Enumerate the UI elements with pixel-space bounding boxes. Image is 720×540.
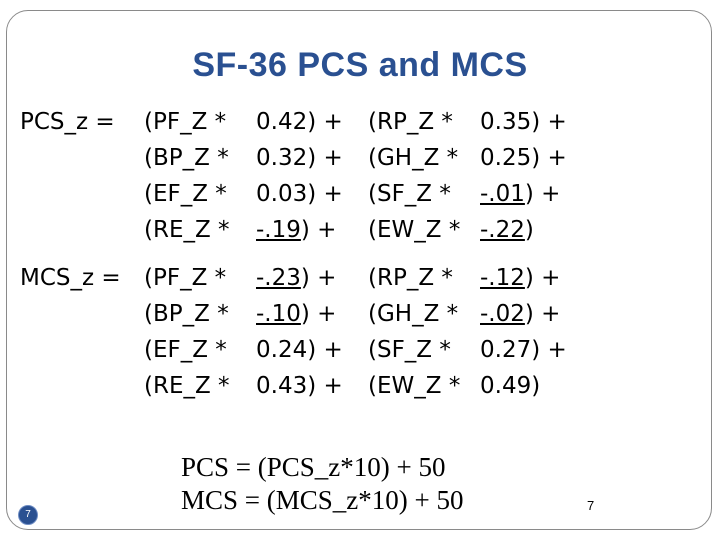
slide-number-badge: 7 (18, 505, 38, 525)
term-suffix: ) + (531, 337, 567, 363)
weight-group: 0.35) + (480, 108, 567, 136)
weight-value: -.12 (480, 265, 525, 291)
weight-value: 0.32 (256, 145, 308, 171)
term-scale: (GH_Z * (368, 145, 459, 171)
term-suffix: ) + (307, 373, 343, 399)
weight-group: -.12) + (480, 264, 560, 292)
term-suffix: ) + (307, 145, 343, 171)
term-scale: (PF_Z * (144, 265, 227, 291)
term-scale: (EF_Z * (144, 181, 227, 207)
weight-value: -.02 (480, 301, 525, 327)
weight-value: 0.27 (480, 337, 532, 363)
mcs-z-label: MCS_z = (20, 265, 121, 291)
weight-value: 0.35 (480, 109, 532, 135)
weight-value: 0.43 (256, 373, 308, 399)
term-scale: (RE_Z * (144, 217, 230, 243)
weight-value: 0.03 (256, 181, 308, 207)
weight-group: 0.27) + (480, 336, 567, 364)
weight-group: -.23) + (256, 264, 336, 292)
term-scale: (GH_Z * (368, 301, 459, 327)
weight-value: -.10 (256, 301, 301, 327)
page-number: 7 (587, 498, 595, 513)
term-suffix: ) + (531, 145, 567, 171)
weight-group: -.01) + (480, 180, 560, 208)
term-scale: (SF_Z * (368, 337, 451, 363)
pcs-formula: PCS = (PCS_z*10) + 50 (181, 452, 446, 482)
term-scale: (EW_Z * (368, 217, 461, 243)
term-scale: (RP_Z * (368, 265, 453, 291)
term-suffix: ) + (524, 301, 561, 327)
weight-value: -.01 (480, 181, 525, 207)
term-scale: (BP_Z * (144, 145, 229, 171)
weight-group: 0.24) + (256, 336, 343, 364)
weight-group: 0.25) + (480, 144, 567, 172)
term-suffix: ) + (531, 109, 567, 135)
weight-group: 0.49) (480, 372, 540, 400)
term-suffix: ) (531, 373, 541, 399)
slide-frame (6, 10, 712, 530)
term-scale: (RP_Z * (368, 109, 453, 135)
weight-value: 0.24 (256, 337, 308, 363)
pcs-z-label: PCS_z = (20, 109, 115, 135)
weight-value: -.22 (480, 217, 525, 243)
term-suffix: ) + (300, 301, 337, 327)
term-suffix: ) + (307, 109, 343, 135)
weight-value: 0.42 (256, 109, 308, 135)
term-suffix: ) + (524, 181, 561, 207)
term-scale: (BP_Z * (144, 301, 229, 327)
slide-title: SF-36 PCS and MCS (192, 46, 528, 84)
weight-group: -.19) + (256, 216, 336, 244)
weight-group: -.22) (480, 216, 534, 244)
weight-group: 0.03) + (256, 180, 343, 208)
weight-group: 0.43) + (256, 372, 343, 400)
weight-value: -.19 (256, 217, 301, 243)
term-scale: (PF_Z * (144, 109, 227, 135)
term-suffix: ) + (524, 265, 561, 291)
weight-value: -.23 (256, 265, 301, 291)
term-suffix: ) + (307, 181, 343, 207)
term-scale: (EW_Z * (368, 373, 461, 399)
term-scale: (SF_Z * (368, 181, 451, 207)
term-scale: (EF_Z * (144, 337, 227, 363)
term-suffix: ) + (307, 337, 343, 363)
weight-group: 0.32) + (256, 144, 343, 172)
term-suffix: ) (524, 217, 534, 243)
weight-value: 0.49 (480, 373, 532, 399)
term-scale: (RE_Z * (144, 373, 230, 399)
mcs-formula: MCS = (MCS_z*10) + 50 (181, 485, 464, 515)
weight-group: -.02) + (480, 300, 560, 328)
weight-group: 0.42) + (256, 108, 343, 136)
term-suffix: ) + (300, 217, 337, 243)
term-suffix: ) + (300, 265, 337, 291)
weight-value: 0.25 (480, 145, 532, 171)
weight-group: -.10) + (256, 300, 336, 328)
